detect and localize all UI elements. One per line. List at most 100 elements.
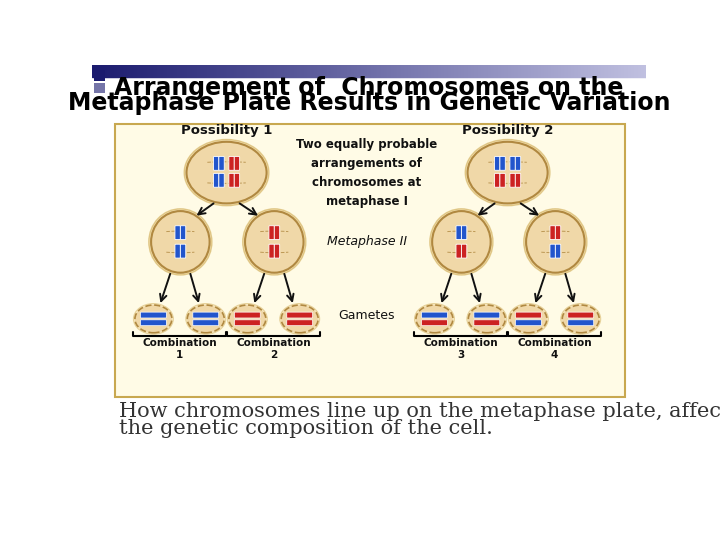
Bar	[92, 65, 93, 77]
Bar	[198, 65, 199, 77]
Bar	[455, 65, 456, 77]
FancyBboxPatch shape	[219, 173, 224, 187]
Bar	[200, 65, 201, 77]
Bar	[220, 65, 221, 77]
Bar	[360, 65, 361, 77]
Bar	[626, 65, 627, 77]
Bar	[590, 65, 592, 77]
Bar	[190, 65, 191, 77]
Bar	[226, 65, 227, 77]
FancyBboxPatch shape	[456, 226, 462, 240]
FancyBboxPatch shape	[510, 157, 516, 170]
Bar	[578, 65, 579, 77]
Bar	[105, 65, 106, 77]
Bar	[138, 65, 139, 77]
Ellipse shape	[416, 305, 453, 333]
FancyBboxPatch shape	[213, 173, 219, 187]
Bar	[451, 65, 452, 77]
Bar	[611, 65, 612, 77]
Bar	[349, 65, 350, 77]
Bar	[307, 65, 308, 77]
Bar	[315, 65, 316, 77]
FancyBboxPatch shape	[516, 312, 541, 318]
FancyBboxPatch shape	[180, 226, 186, 240]
Bar	[554, 65, 555, 77]
Bar	[401, 65, 402, 77]
FancyBboxPatch shape	[500, 173, 505, 187]
Bar	[531, 65, 532, 77]
Bar	[123, 65, 124, 77]
Bar	[96, 65, 97, 77]
Bar	[258, 65, 259, 77]
Bar	[637, 65, 638, 77]
Bar	[149, 65, 150, 77]
Bar	[555, 65, 556, 77]
Bar	[193, 65, 194, 77]
Bar	[287, 65, 288, 77]
Bar	[217, 65, 218, 77]
Bar	[251, 65, 252, 77]
Text: Combination
3: Combination 3	[423, 338, 498, 360]
Bar	[289, 65, 290, 77]
Bar	[365, 65, 366, 77]
Bar	[131, 65, 132, 77]
Bar	[339, 65, 340, 77]
Bar	[293, 65, 294, 77]
Bar	[306, 65, 307, 77]
Bar	[234, 65, 235, 77]
Bar	[243, 65, 244, 77]
Bar	[381, 65, 382, 77]
Bar	[577, 65, 578, 77]
Bar	[393, 65, 394, 77]
Ellipse shape	[562, 305, 599, 333]
Bar	[553, 65, 554, 77]
Bar	[271, 65, 272, 77]
FancyBboxPatch shape	[287, 320, 312, 326]
Bar	[480, 65, 481, 77]
Bar	[399, 65, 400, 77]
Bar	[556, 65, 557, 77]
FancyBboxPatch shape	[193, 312, 219, 318]
Bar	[410, 65, 411, 77]
Bar	[137, 65, 138, 77]
Bar	[362, 65, 363, 77]
Bar	[275, 65, 276, 77]
FancyBboxPatch shape	[140, 312, 166, 318]
Bar	[94, 65, 95, 77]
Bar	[113, 65, 114, 77]
Ellipse shape	[133, 303, 174, 334]
Bar	[402, 65, 403, 77]
Bar	[107, 65, 108, 77]
Bar	[173, 65, 174, 77]
Bar	[163, 65, 164, 77]
FancyBboxPatch shape	[510, 173, 516, 187]
Bar	[583, 65, 584, 77]
Bar	[331, 65, 332, 77]
Bar	[230, 65, 231, 77]
Bar	[99, 65, 100, 77]
Bar	[160, 65, 161, 77]
Bar	[304, 65, 305, 77]
FancyBboxPatch shape	[213, 157, 219, 170]
Bar	[485, 65, 486, 77]
Bar	[188, 65, 189, 77]
FancyBboxPatch shape	[269, 226, 274, 240]
Bar	[109, 65, 110, 77]
Bar	[572, 65, 573, 77]
Bar	[523, 65, 525, 77]
FancyBboxPatch shape	[274, 244, 279, 258]
Bar	[359, 65, 360, 77]
Bar	[504, 65, 505, 77]
FancyBboxPatch shape	[474, 320, 500, 326]
Ellipse shape	[245, 211, 304, 273]
Bar	[461, 65, 462, 77]
Ellipse shape	[467, 303, 507, 334]
Bar	[614, 65, 615, 77]
Bar	[329, 65, 330, 77]
Bar	[274, 65, 275, 77]
Bar	[643, 65, 644, 77]
Bar	[320, 65, 321, 77]
Bar	[106, 65, 107, 77]
Bar	[492, 65, 493, 77]
Bar	[470, 65, 471, 77]
